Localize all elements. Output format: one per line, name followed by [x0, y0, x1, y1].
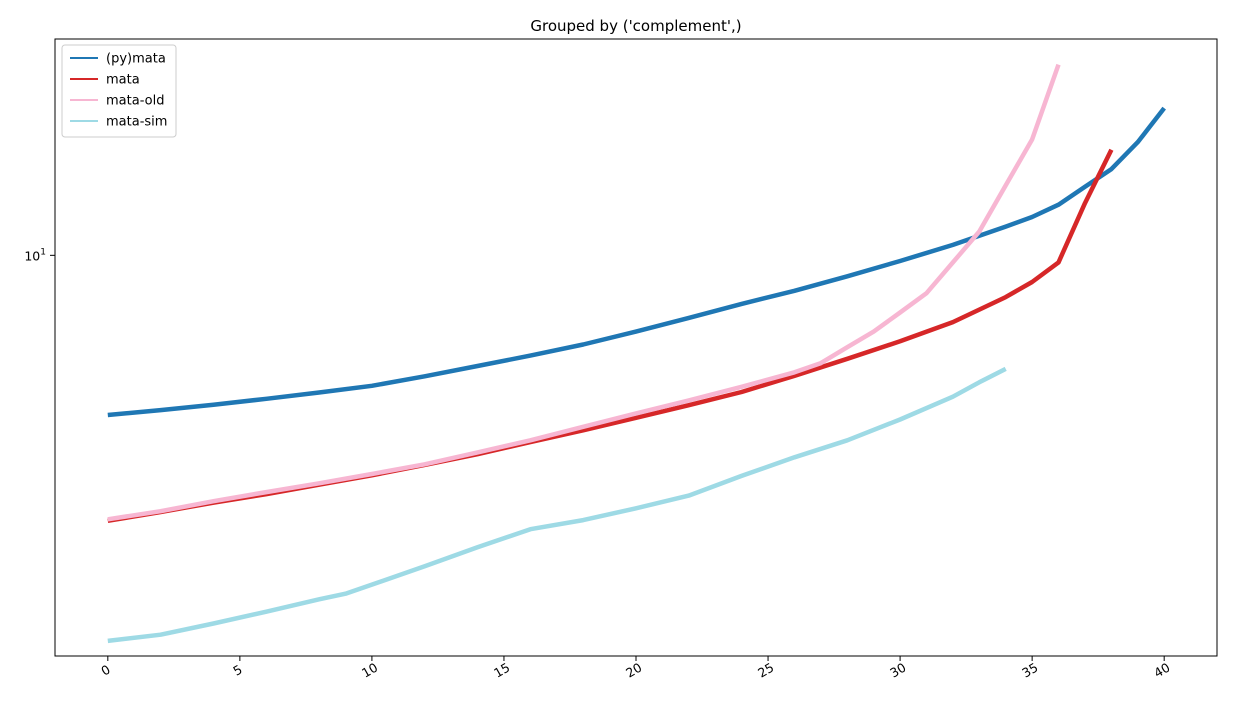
chart-title: Grouped by ('complement',): [530, 17, 741, 35]
legend-box: [61, 44, 177, 138]
legend-label: mata-sim: [106, 115, 167, 130]
series-layer: [107, 63, 1166, 644]
series-line-3: [107, 366, 1007, 644]
series-line-0: [107, 106, 1166, 418]
y-axis: 101: [24, 247, 55, 263]
legend-label: mata-old: [106, 94, 164, 109]
axes-frame: [54, 38, 1218, 657]
series-line-1: [107, 148, 1114, 524]
y-tick-label: 101: [24, 247, 46, 263]
x-tick-label: 10: [359, 660, 380, 681]
x-tick-label: 25: [755, 660, 776, 681]
x-tick-label: 30: [887, 660, 908, 681]
series-line-2: [107, 63, 1061, 522]
x-tick-label: 5: [230, 662, 244, 679]
x-tick-label: 40: [1151, 660, 1172, 681]
legend-label: (py)mata: [106, 52, 166, 67]
x-tick-label: 0: [98, 662, 112, 679]
x-tick-label: 35: [1019, 660, 1040, 681]
legend: (py)mata mata mata-old mata-sim: [61, 44, 177, 138]
x-axis: 0 5 10 15 20 25 30 35 40: [98, 656, 1173, 681]
x-tick-label: 15: [491, 660, 512, 681]
legend-label: mata: [106, 73, 140, 88]
x-tick-label: 20: [623, 660, 644, 681]
